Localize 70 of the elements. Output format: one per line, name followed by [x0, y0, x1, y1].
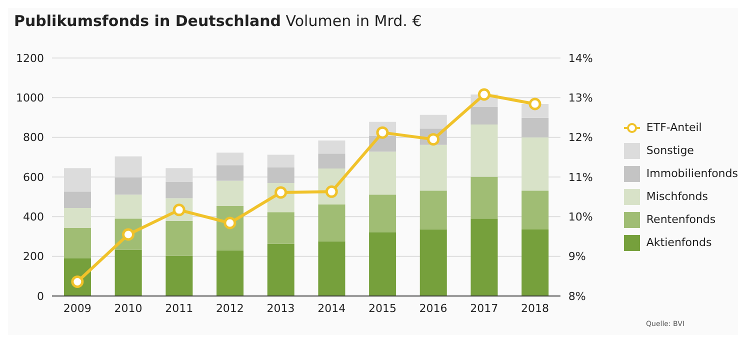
bar: [216, 152, 244, 166]
bar: [64, 228, 91, 258]
x-tick-label: 2010: [114, 302, 142, 315]
x-tick-label: 2017: [470, 302, 498, 315]
bar: [216, 165, 244, 181]
y2-tick-label: 12%: [568, 131, 593, 144]
bar: [166, 220, 193, 256]
bar: [470, 218, 498, 296]
x-tick-label: 2009: [63, 302, 92, 315]
x-tick-label: 2012: [216, 302, 244, 315]
point: [528, 98, 542, 110]
y-tick-label: 600: [23, 170, 44, 184]
bar: [420, 144, 447, 191]
y2-tick-label: 13%: [568, 92, 593, 105]
bar: [267, 212, 294, 244]
bar: [420, 190, 447, 230]
bar: [369, 194, 396, 232]
y2-tick-label: 9%: [568, 250, 586, 264]
bar: [470, 106, 498, 124]
bar: [267, 167, 294, 183]
y2-tick-label: 11%: [568, 170, 593, 184]
bar: [114, 194, 142, 219]
y-tick-label: 1000: [16, 92, 44, 105]
y2-tick-label: 14%: [568, 52, 593, 65]
legend-label: Mischfonds: [646, 190, 708, 203]
bar: [267, 244, 294, 296]
y-tick-label: 1200: [16, 52, 44, 65]
chart-title: Publikumsfonds in Deutschland: [14, 12, 281, 30]
x-tick-label: 2015: [368, 302, 396, 315]
bar: [522, 190, 549, 230]
bar: [522, 137, 549, 191]
point: [478, 88, 490, 101]
x-tick-label: 2014: [318, 302, 346, 315]
legend-label: ETF-Anteil: [646, 121, 702, 134]
legend-label: Rentenfonds: [646, 213, 716, 226]
bar: [114, 250, 142, 296]
x-tick-label: 2018: [520, 302, 549, 315]
y-tick-label: 200: [23, 250, 44, 264]
bar: [216, 180, 244, 206]
bar: [318, 241, 346, 296]
bar: [216, 250, 244, 296]
chart-subtitle: Volumen in Mrd. €: [286, 12, 422, 30]
y-tick-label: 0: [37, 290, 44, 303]
bar: [470, 176, 498, 219]
y-tick-label: 800: [23, 131, 44, 144]
legend-label: Sonstige: [646, 144, 694, 157]
bar: [522, 230, 549, 296]
bar: [369, 152, 396, 195]
y2-tick-label: 8%: [568, 290, 586, 303]
y-tick-label: 400: [23, 210, 44, 224]
bar: [369, 232, 396, 296]
bar: [420, 114, 447, 129]
bar: [522, 118, 549, 138]
bar: [267, 154, 294, 168]
bar: [166, 256, 193, 296]
x-tick-label: 2016: [419, 302, 448, 315]
bar: [64, 192, 91, 208]
x-tick-label: 2013: [266, 302, 295, 315]
x-tick-label: 2011: [165, 302, 194, 315]
y2-tick-label: 10%: [568, 210, 593, 224]
bar: [318, 154, 346, 168]
bar: [420, 229, 447, 296]
bar: [470, 124, 498, 177]
bar: [166, 182, 193, 198]
bar: [318, 140, 346, 154]
bar: [318, 204, 346, 242]
legend-label: Immobilienfonds: [646, 167, 738, 180]
bar: [114, 177, 142, 195]
legend-label: Aktienfonds: [646, 236, 712, 249]
bar: [64, 208, 91, 228]
